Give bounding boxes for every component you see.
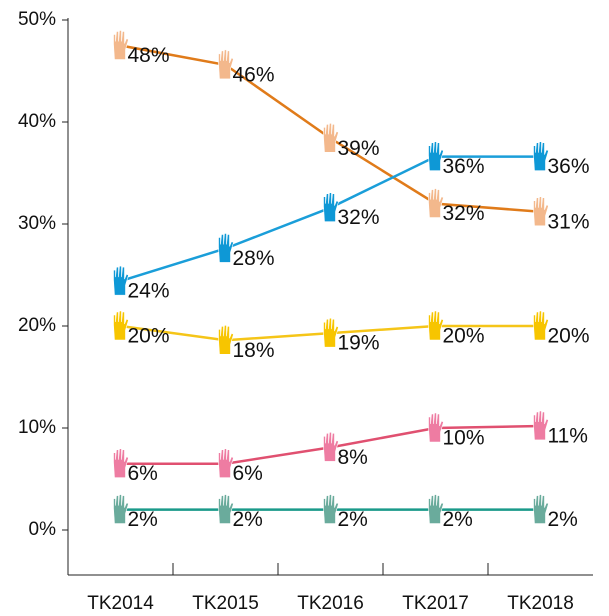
data-label: 39% [338, 137, 380, 160]
y-tick-label: 0% [29, 519, 57, 540]
data-label: 32% [443, 202, 485, 225]
data-label: 19% [338, 332, 380, 355]
x-tick-label: TK2018 [507, 593, 574, 614]
y-tick-label: 40% [18, 111, 56, 132]
y-tick-label: 20% [18, 315, 56, 336]
data-label: 2% [443, 508, 473, 531]
hand-marker [428, 141, 444, 171]
hand-marker [323, 432, 339, 462]
data-label: 2% [128, 508, 158, 531]
hand-marker [113, 494, 129, 524]
data-label: 10% [443, 427, 485, 450]
y-tick-label: 10% [18, 417, 56, 438]
hand-marker [218, 324, 234, 355]
hand-marker [218, 448, 234, 479]
data-label: 6% [233, 462, 263, 485]
data-label: 24% [128, 280, 170, 303]
data-label: 2% [233, 508, 263, 531]
data-label: 36% [443, 155, 485, 178]
hand-marker [428, 310, 444, 341]
data-label: 2% [548, 508, 578, 531]
y-tick-label: 50% [18, 9, 56, 30]
hand-marker [113, 448, 129, 479]
hand-marker [113, 30, 129, 60]
hand-marker [428, 494, 444, 524]
x-tick-label: TK2014 [87, 593, 154, 614]
x-tick-label: TK2017 [402, 593, 469, 614]
x-tick-label: TK2016 [297, 593, 364, 614]
hand-marker [218, 233, 234, 263]
data-label: 28% [233, 247, 275, 270]
hand-marker [218, 494, 234, 524]
data-label: 20% [548, 325, 590, 348]
x-tick-label: TK2015 [192, 593, 259, 614]
data-label: 48% [128, 44, 170, 67]
hand-marker [533, 410, 549, 441]
data-label: 36% [548, 155, 590, 178]
data-label: 31% [548, 210, 590, 233]
y-tick-label: 30% [18, 213, 56, 234]
data-label: 20% [443, 325, 485, 348]
data-label: 8% [338, 446, 368, 469]
hand-marker [533, 141, 549, 171]
data-label: 6% [128, 462, 158, 485]
hand-marker [323, 494, 339, 524]
data-label: 18% [233, 339, 275, 362]
hand-marker [323, 192, 339, 222]
data-label: 20% [128, 325, 170, 348]
hand-marker [218, 49, 234, 80]
hand-marker [428, 188, 444, 218]
data-label: 11% [548, 425, 588, 448]
hand-marker [533, 310, 549, 341]
data-label: 32% [338, 206, 380, 229]
hand-marker [113, 310, 129, 341]
hand-marker [533, 196, 549, 227]
hand-marker [323, 317, 339, 348]
hand-marker [323, 123, 339, 153]
hand-marker [113, 265, 129, 296]
data-label: 46% [233, 63, 275, 86]
data-label: 2% [338, 508, 368, 531]
hand-marker [533, 494, 549, 524]
hand-marker [428, 412, 444, 443]
